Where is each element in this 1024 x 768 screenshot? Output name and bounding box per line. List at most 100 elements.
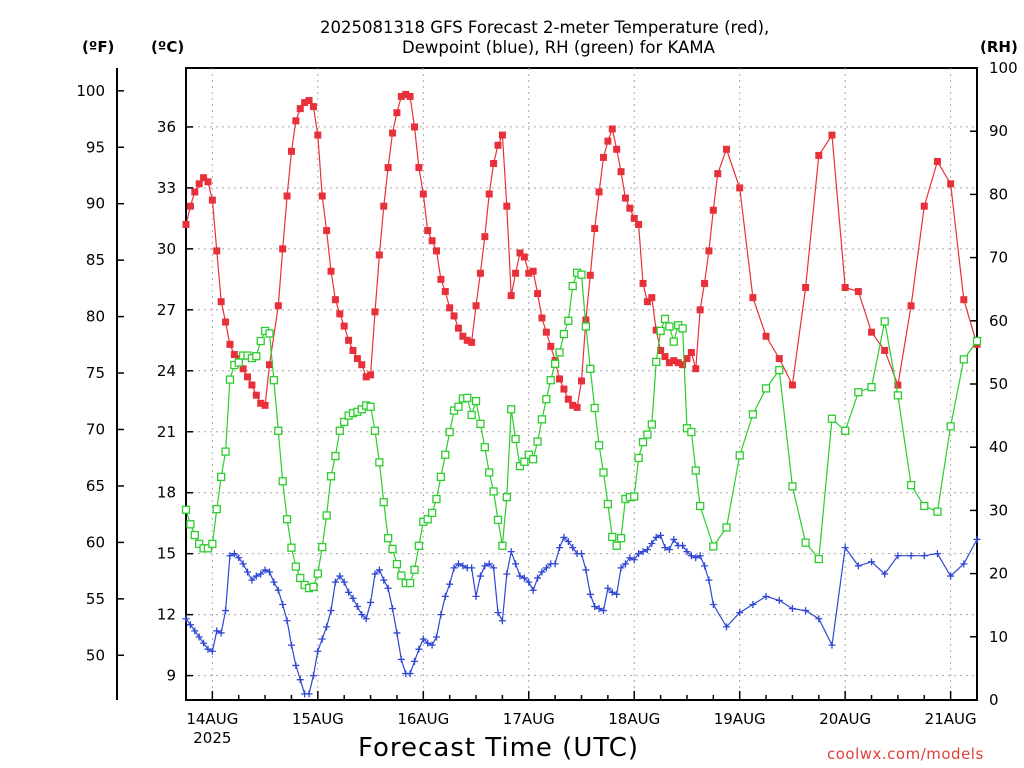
rh-point [854, 388, 863, 397]
rh-point [410, 565, 419, 574]
dewpoint-point [498, 617, 506, 625]
temperature-point [525, 269, 533, 277]
dewpoint-point [494, 609, 502, 617]
rh-point [638, 437, 648, 447]
fahrenheit-tick-label: 85 [86, 251, 105, 269]
dewpoint-point [371, 570, 379, 578]
rh-point [256, 336, 265, 346]
temperature-point [907, 302, 915, 310]
temperature-point [419, 190, 427, 198]
temperature-point [393, 109, 401, 117]
rh-point [463, 393, 472, 403]
rh-point [775, 365, 784, 375]
rh-point [586, 364, 595, 373]
temperature-point [358, 361, 366, 369]
dewpoint-point [454, 560, 462, 568]
rh-point [946, 422, 955, 431]
temperature-point [868, 328, 876, 336]
temperature-point [226, 340, 234, 348]
dewpoint-point [525, 578, 533, 586]
dewpoint-point [265, 568, 273, 576]
temperature-point [222, 318, 230, 326]
dewpoint-point [551, 560, 559, 568]
rh-tick-label: 50 [989, 375, 1008, 393]
dewpoint-point [542, 564, 550, 572]
temperature-point [397, 92, 405, 100]
dewpoint-point [257, 570, 265, 578]
dewpoint-point [336, 572, 344, 580]
rh-point [383, 534, 393, 543]
dewpoint-point [582, 566, 590, 574]
dewpoint-point [213, 627, 221, 635]
dewpoint-point [441, 592, 449, 600]
dewpoint-point [652, 533, 660, 541]
temperature-point [195, 180, 203, 188]
rh-point [414, 541, 424, 550]
rh-point [454, 402, 463, 411]
rh-point [269, 376, 279, 385]
temperature-point [788, 381, 796, 389]
rh-point [296, 573, 305, 583]
rh-point [533, 437, 542, 446]
rh-point [375, 458, 384, 467]
rh-point [788, 482, 797, 491]
dewpoint-point [287, 641, 295, 649]
dewpoint-point [556, 544, 564, 552]
rh-tick-label: 0 [989, 691, 999, 709]
temperature-point [248, 381, 256, 389]
rh-point [190, 530, 199, 540]
dewpoint-point [323, 623, 331, 631]
dewpoint-point [538, 568, 546, 576]
rh-point [652, 357, 661, 367]
rh-point [195, 539, 204, 549]
rh-point [577, 270, 586, 279]
x-tick-label: 19AUG [714, 710, 766, 728]
temperature-point [591, 225, 599, 233]
dewpoint-point [665, 546, 673, 554]
temperature-point [323, 227, 331, 235]
dewpoint-point [314, 647, 322, 655]
temperature-point [854, 288, 862, 296]
dewpoint-point [657, 531, 665, 539]
dewpoint-point [569, 544, 577, 552]
temperature-point [279, 245, 287, 253]
dewpoint-point [217, 629, 225, 637]
temperature-point [261, 401, 269, 409]
rh-point [590, 403, 599, 413]
temperature-point [679, 361, 687, 369]
dewpoint-point [375, 566, 383, 574]
dewpoint-point [529, 586, 537, 594]
celsius-axis-unit: (ºC) [151, 38, 185, 56]
rh-point [630, 492, 639, 501]
celsius-tick-label: 9 [166, 667, 176, 685]
rh-point [221, 447, 230, 456]
temperature-point [639, 279, 647, 287]
temperature-point [468, 338, 476, 346]
rh-point [550, 359, 560, 368]
temperature-point [287, 147, 295, 155]
rh-point [313, 569, 322, 578]
dewpoint-point [437, 611, 445, 619]
temperature-point [749, 294, 757, 302]
dewpoint-point [560, 533, 568, 541]
rh-point [441, 450, 450, 459]
rh-point [893, 391, 903, 400]
rh-point [603, 499, 613, 509]
rh-point [340, 417, 349, 427]
rh-point [432, 494, 441, 504]
dewpoint-point [279, 600, 287, 608]
dewpoint-point [252, 572, 260, 580]
temperature-point [503, 202, 511, 210]
temperature-point [296, 105, 304, 113]
rh-point [318, 542, 327, 552]
dewpoint-point [591, 603, 599, 611]
dewpoint-point [261, 566, 269, 574]
dewpoint-point [507, 548, 515, 556]
dewpoint-point [349, 594, 357, 602]
temperature-point [674, 359, 682, 367]
temperature-point [643, 298, 651, 306]
rh-point [287, 543, 296, 552]
rh-point [612, 541, 621, 550]
rh-point [388, 544, 397, 554]
